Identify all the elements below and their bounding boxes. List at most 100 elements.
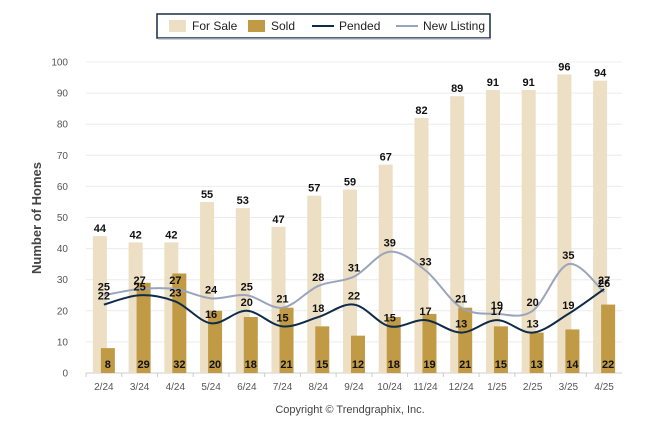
x-tick-label: 6/24 (237, 382, 257, 393)
sold-value-label: 12 (352, 359, 364, 371)
copyright-text: Copyright © Trendgraphix, Inc. (275, 404, 424, 416)
bar-for-sale (450, 96, 465, 374)
legend-label-for-sale: For Sale (192, 19, 238, 33)
sold-value-label: 13 (531, 359, 543, 371)
for-sale-value-label: 42 (129, 229, 141, 241)
x-axis-ticks: 2/24 3/24 4/24 5/24 6/24 7/24 8/24 9/24 10/24 11/… (85, 373, 614, 393)
pended-value-label: 13 (455, 319, 467, 331)
pended-value-label: 23 (169, 287, 181, 299)
pended-value-label: 27 (598, 275, 610, 287)
bar-for-sale (521, 89, 536, 374)
for-sale-value-label: 44 (94, 223, 107, 235)
x-tick-label: 2/24 (94, 382, 114, 393)
y-tick-label: 0 (62, 369, 68, 380)
sold-value-label: 15 (495, 359, 507, 371)
new-listing-value-label: 39 (384, 238, 396, 250)
x-tick-label: 7/24 (273, 382, 293, 393)
new-listing-value-label: 21 (455, 294, 467, 306)
new-listing-value-label: 33 (419, 256, 431, 268)
pended-value-label: 22 (348, 291, 360, 303)
legend-label-new-listing: New Listing (423, 19, 485, 33)
pended-value-label: 15 (276, 312, 288, 324)
y-tick-label: 90 (57, 89, 69, 100)
bar-for-sale (593, 80, 608, 373)
for-sale-value-label: 94 (594, 68, 607, 80)
y-tick-label: 80 (57, 120, 69, 131)
pended-value-label: 17 (491, 306, 503, 318)
y-tick-label: 40 (57, 244, 69, 255)
y-axis-ticks: 0 10 20 30 40 50 60 70 80 90 100 (51, 58, 68, 380)
line-pended (103, 288, 605, 334)
new-listing-value-label: 19 (491, 300, 503, 312)
x-tick-label: 2/25 (523, 382, 543, 393)
sold-value-label: 18 (245, 359, 257, 371)
sold-value-label: 20 (209, 359, 221, 371)
line-new-listing (103, 250, 605, 317)
sold-value-label: 32 (173, 359, 185, 371)
for-sale-value-label: 89 (451, 83, 463, 95)
new-listing-value-label: 21 (276, 294, 288, 306)
bar-for-sale (414, 117, 429, 373)
x-tick-label: 3/25 (559, 382, 579, 393)
x-tick-label: 11/24 (413, 382, 438, 393)
pended-value-label: 19 (562, 300, 574, 312)
bar-sold (279, 307, 294, 373)
x-tick-label: 10/24 (377, 382, 402, 393)
sold-value-label: 21 (280, 359, 292, 371)
sold-value-label: 22 (602, 359, 614, 371)
bar-sold (243, 317, 258, 373)
bar-sold (601, 304, 616, 373)
sold-value-label: 29 (137, 359, 149, 371)
sold-value-label: 19 (423, 359, 435, 371)
new-listing-value-label: 24 (205, 284, 218, 296)
for-sale-value-label: 96 (558, 61, 570, 73)
y-tick-label: 20 (57, 306, 69, 317)
new-listing-value-label: 25 (98, 281, 110, 293)
bar-for-sale (92, 236, 107, 373)
y-tick-label: 70 (57, 151, 69, 162)
y-tick-label: 100 (51, 58, 68, 69)
for-sale-value-label: 47 (272, 214, 284, 226)
legend-label-sold: Sold (271, 19, 295, 33)
x-tick-label: 3/24 (130, 382, 150, 393)
bar-sold (315, 326, 330, 373)
bar-sold (565, 329, 580, 373)
bar-sold (136, 282, 151, 373)
new-listing-value-label: 20 (527, 297, 539, 309)
legend: For Sale Sold Pended New Listing (156, 13, 491, 40)
new-listing-value-label: 26 (598, 278, 610, 290)
bar-for-sale (557, 74, 572, 373)
sold-value-label: 15 (316, 359, 328, 371)
x-tick-label: 9/24 (344, 382, 364, 393)
bar-sold (458, 307, 473, 373)
pended-value-label: 13 (527, 319, 539, 331)
y-tick-label: 60 (57, 182, 69, 193)
legend-label-pended: Pended (339, 19, 380, 33)
sold-value-label: 21 (459, 359, 471, 371)
bar-sold (172, 273, 187, 373)
x-tick-label: 12/24 (449, 382, 474, 393)
data-labels: 44 42 42 55 53 47 57 59 67 82 89 91 91 96 94 8 29 32 20 18 2… (94, 61, 615, 371)
for-sale-value-label: 91 (523, 77, 535, 89)
sold-value-label: 8 (105, 359, 111, 371)
pended-value-label: 17 (419, 306, 431, 318)
bar-sold (529, 332, 544, 373)
for-sale-value-label: 55 (201, 189, 213, 201)
for-sale-value-label: 57 (308, 183, 320, 195)
pended-value-label: 22 (98, 291, 110, 303)
bar-sold (422, 313, 437, 373)
for-sale-value-label: 42 (165, 229, 177, 241)
new-listing-value-label: 25 (241, 281, 253, 293)
pended-value-label: 16 (205, 309, 217, 321)
legend-swatch-sold (248, 20, 265, 32)
bar-sold (386, 317, 401, 373)
new-listing-value-label: 31 (348, 263, 360, 275)
y-tick-label: 50 (57, 213, 69, 224)
sold-value-label: 18 (388, 359, 400, 371)
for-sale-value-label: 91 (487, 77, 499, 89)
for-sale-value-label: 82 (415, 105, 427, 117)
new-listing-value-label: 27 (169, 275, 181, 287)
y-tick-label: 10 (57, 337, 69, 348)
